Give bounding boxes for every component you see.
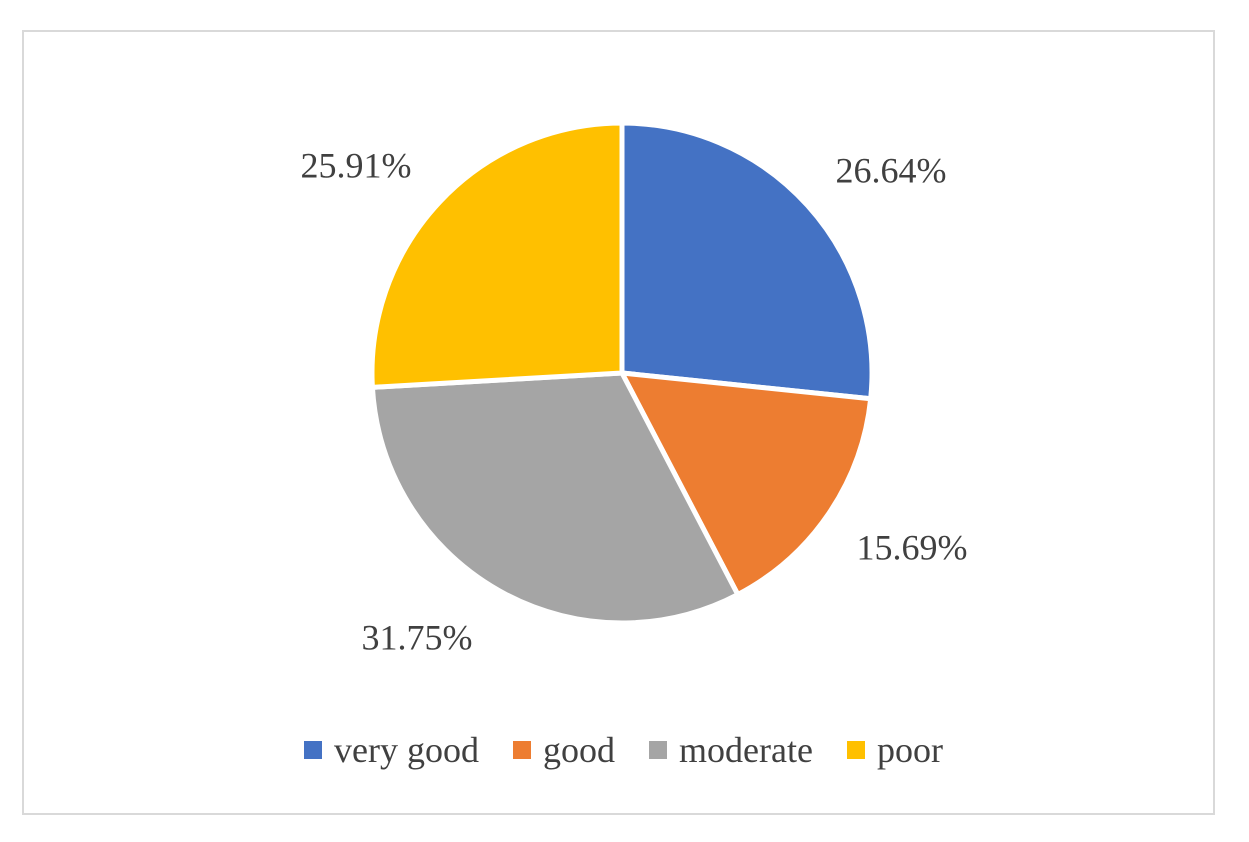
legend-item-moderate: moderate [649, 732, 813, 768]
pie-slice-moderate [369, 370, 741, 626]
legend-label-poor: poor [876, 730, 943, 770]
data-label-moderate: 31.75% [362, 617, 473, 657]
legend-label-good: good [543, 730, 616, 770]
legend-swatch-moderate [649, 741, 668, 759]
pie-slice-good [619, 370, 874, 598]
legend-label-moderate: moderate [679, 730, 813, 770]
legend-label-very-good: very good [334, 730, 480, 770]
chart-frame: 26.64% 15.69% 31.75% 25.91% very good good … [22, 30, 1215, 815]
pie-slice-very-good [619, 120, 875, 402]
data-label-very-good: 26.64% [836, 150, 947, 190]
data-label-poor: 25.91% [301, 145, 412, 185]
pie-chart: 26.64% 15.69% 31.75% 25.91% [301, 120, 968, 657]
legend-item-good: good [513, 732, 615, 768]
pie-slice-poor [369, 120, 625, 390]
legend-swatch-poor [846, 741, 865, 759]
legend-item-very-good: very good [304, 732, 479, 768]
legend-swatch-good [513, 741, 532, 759]
legend-item-poor: poor [846, 730, 943, 770]
data-label-good: 15.69% [857, 527, 968, 567]
legend-swatch-very-good [304, 741, 323, 759]
legend: very good good moderate poor [24, 732, 1213, 768]
